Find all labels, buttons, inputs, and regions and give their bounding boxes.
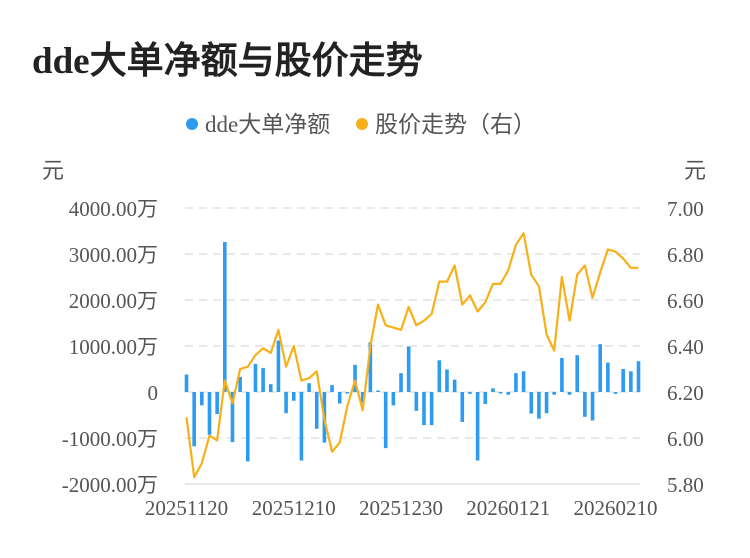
left-axis-unit: 元 [42,158,64,183]
dde-bar [200,392,204,406]
dde-bar [406,346,411,392]
dde-bar [314,392,319,429]
dde-bar [376,390,380,392]
dde-bar [475,392,480,461]
dde-bar [613,392,618,394]
right-tick-label: 7.00 [667,197,704,221]
dde-bar [560,357,564,392]
right-tick-label: 6.80 [667,243,704,267]
right-tick-label: 6.20 [667,381,704,405]
dde-bar [360,392,365,404]
dde-bar [567,392,572,395]
right-tick-label: 6.00 [667,427,704,451]
left-tick-label: 4000.00万 [69,197,158,221]
price-line [185,232,639,479]
legend-item-bar[interactable]: dde大单净额 [186,112,330,137]
dde-bar [330,385,334,392]
dde-bar [621,369,625,392]
dde-bar [284,392,288,414]
dde-bar [337,392,342,404]
left-tick-label: 1000.00万 [69,335,158,359]
legend-marker-line [356,118,368,130]
dde-bar [552,392,557,395]
dde-bar [223,242,227,392]
dde-bar [629,371,633,392]
chart-title: dde大单净额与股价走势 [32,41,423,82]
dde-bar [636,361,641,392]
dde-bar [261,368,265,392]
x-tick-label: 20260121 [466,496,550,520]
right-tick-label: 6.40 [667,335,704,359]
dde-bar [460,392,465,422]
dde-bar [521,371,526,392]
dde-bar [276,340,281,392]
dde-bar [215,392,219,415]
dde-bar [345,392,350,394]
dde-bar [575,355,580,392]
dde-bar [529,392,534,414]
dde-bar [307,383,311,392]
dde-bar [253,363,258,392]
dde-bar [537,392,541,419]
dde-bar [230,392,235,443]
x-tick-label: 20251230 [359,496,443,520]
left-tick-label: -2000.00万 [62,473,158,497]
legend-label-bar: dde大单净额 [205,112,330,137]
legend: dde大单净额 股价走势（右） [186,112,536,137]
dde-bar [514,373,518,392]
dde-bar [506,392,511,395]
dde-bar [590,392,595,421]
right-tick-label: 6.60 [667,289,704,313]
dde-bar [429,392,434,426]
dde-bar [452,379,457,392]
legend-item-line[interactable]: 股价走势（右） [356,112,536,137]
dde-bar [445,369,449,392]
dde-bar [291,392,296,401]
dde-bar [353,364,357,392]
left-tick-label: 0 [148,381,159,405]
x-tick-label: 20251120 [145,496,228,520]
dde-bar [184,374,189,392]
dde-bar [368,342,373,392]
dde-bar [468,392,472,394]
dde-bar [606,362,610,392]
dde-bar [207,392,212,435]
dde-bar [299,392,304,461]
dde-bar [414,392,419,411]
right-tick-label: 5.80 [667,473,704,497]
legend-marker-bar [186,118,198,130]
dde-bar [544,392,549,414]
dde-bar [245,392,250,462]
dde-bar [238,376,242,392]
dde-bar [399,373,403,392]
dde-bar [491,388,495,392]
dde-bar [422,392,426,426]
legend-label-line: 股价走势（右） [375,112,536,137]
x-tick-label: 20260210 [574,496,658,520]
dde-bar [437,360,442,392]
left-tick-label: 3000.00万 [69,243,158,267]
dde-bar [483,392,488,404]
dde-bar [383,392,388,449]
right-axis-unit: 元 [684,158,706,183]
dde-bar [391,392,396,406]
dde-bar [192,392,196,447]
dde-bar [268,384,273,392]
left-tick-label: 2000.00万 [69,289,158,313]
left-tick-label: -1000.00万 [62,427,158,451]
dde-bar [498,392,503,394]
dde-bar [583,392,587,417]
x-tick-label: 20251210 [252,496,336,520]
dde-bar [598,344,602,392]
